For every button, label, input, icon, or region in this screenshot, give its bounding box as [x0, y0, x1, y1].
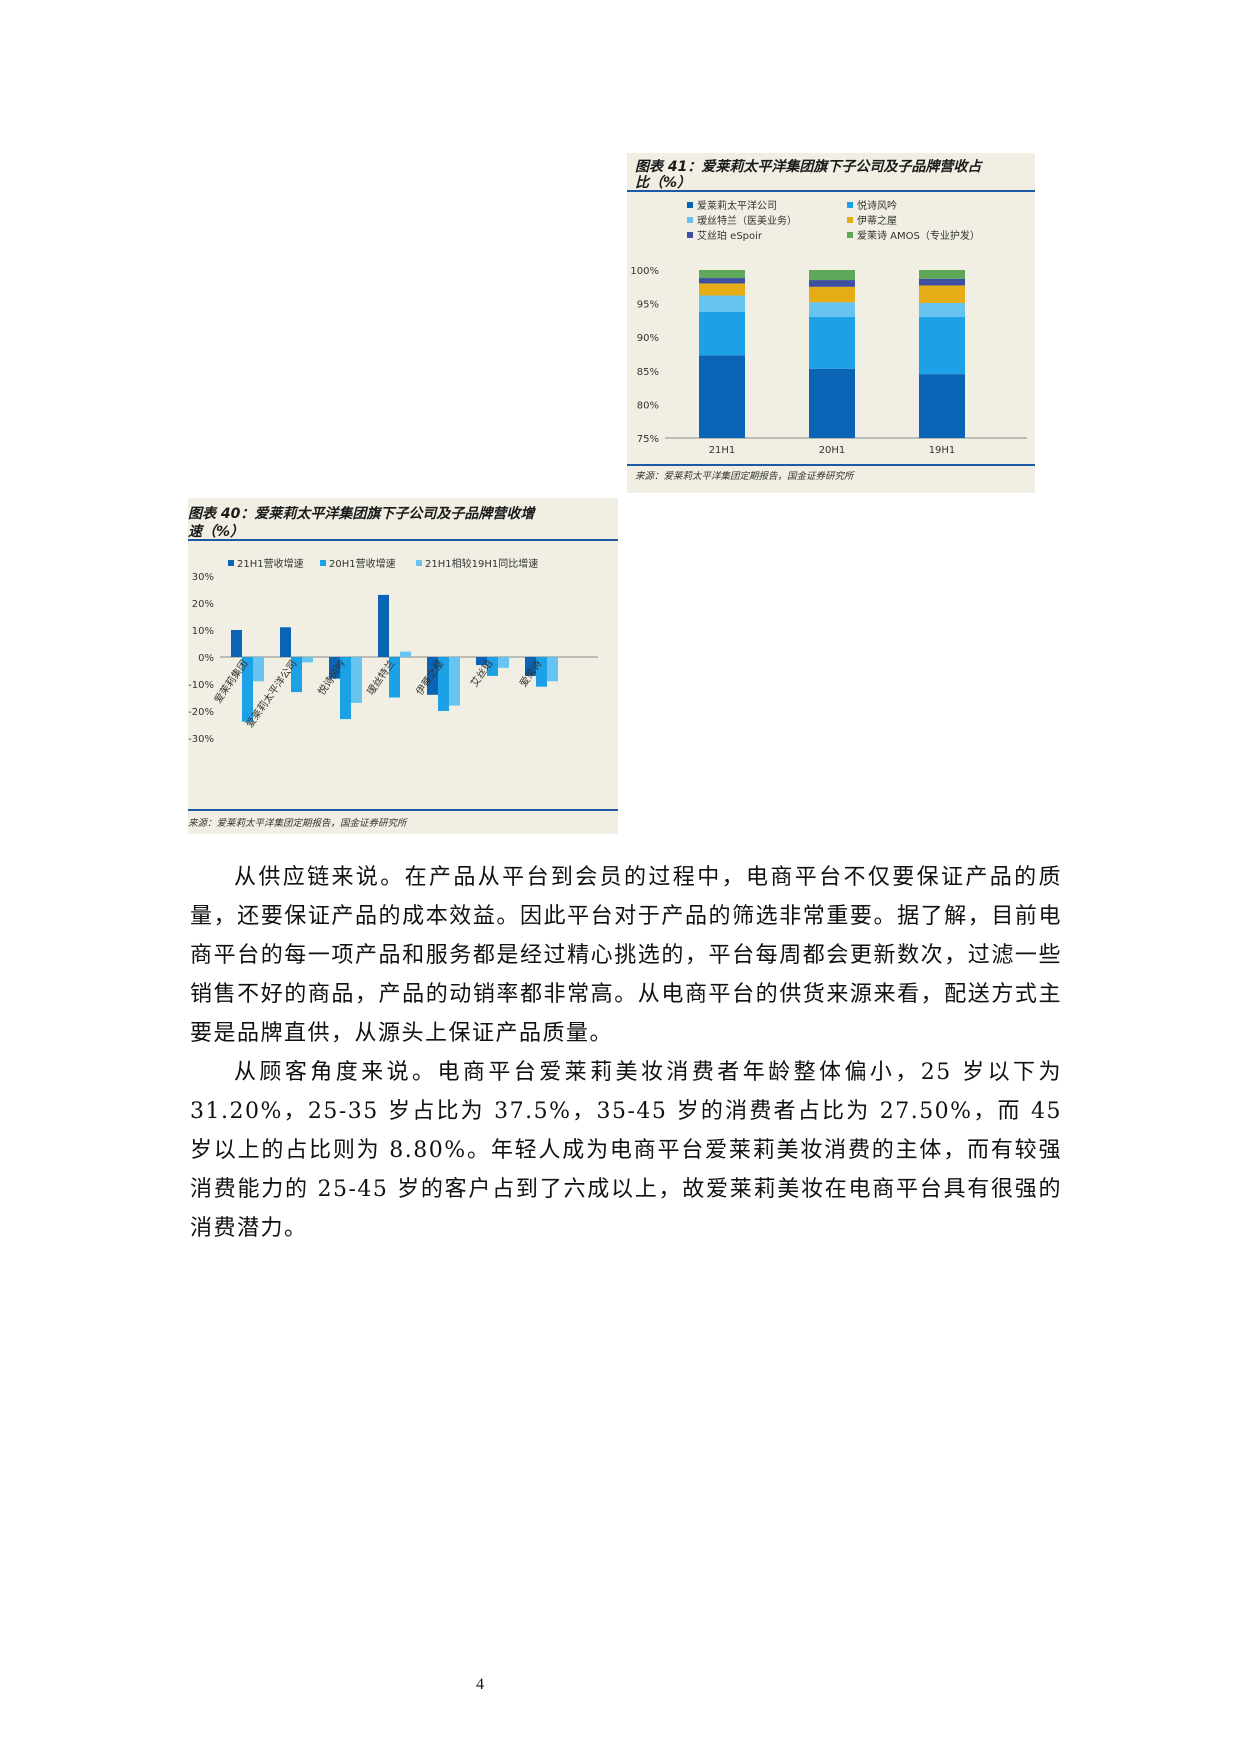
bar-segment: [919, 374, 965, 438]
bar: [476, 657, 487, 666]
y-tick-label: 90%: [637, 333, 659, 344]
legend-label: 瑷丝特兰（医美业务）: [697, 214, 797, 227]
bar: [449, 657, 460, 706]
bar-segment: [699, 278, 745, 284]
y-tick-label: -30%: [188, 734, 214, 745]
bar: [253, 657, 264, 682]
bar-segment: [699, 295, 745, 312]
x-tick-label: 20H1: [819, 445, 846, 456]
y-tick-label: 20%: [192, 599, 214, 610]
bar-segment: [809, 302, 855, 318]
bar-segment: [699, 355, 745, 438]
legend-swatch: [320, 560, 326, 566]
y-tick-label: 85%: [637, 367, 659, 378]
y-tick-label: 80%: [637, 400, 659, 411]
chart-title-line-1: 图表 41：爱莱莉太平洋集团旗下子公司及子品牌营收占: [635, 158, 983, 175]
bar-segment: [919, 270, 965, 279]
brand-revenue-share-chart: 图表 41：爱莱莉太平洋集团旗下子公司及子品牌营收占 比（%） 爱莱莉太平洋公司 悦诗…: [627, 153, 1035, 493]
bar: [525, 657, 536, 676]
y-tick-label: 0%: [198, 653, 214, 664]
bar-segment: [919, 302, 965, 318]
bar: [536, 657, 547, 687]
chart-title-line-2: 比（%）: [635, 174, 691, 191]
bar: [351, 657, 362, 703]
paragraph-supply-chain: 从供应链来说。在产品从平台到会员的过程中，电商平台不仅要保证产品的质量，还要保证…: [190, 865, 1062, 1046]
legend-swatch: [228, 560, 234, 566]
legend-label: 爱茉诗 AMOS（专业护发）: [857, 229, 980, 242]
bar-segment: [809, 270, 855, 281]
y-tick-label: 100%: [630, 266, 659, 277]
chart-source: 来源：爱莱莉太平洋集团定期报告，国金证券研究所: [635, 470, 855, 482]
legend-swatch: [847, 232, 853, 238]
bar: [378, 594, 389, 657]
brand-revenue-growth-chart: 图表 40：爱莱莉太平洋集团旗下子公司及子品牌营收增 速（%） 21H1营收增速 20…: [188, 498, 618, 834]
bar-segment: [919, 317, 965, 375]
legend-swatch: [847, 217, 853, 223]
bar: [231, 630, 242, 657]
bar-segment: [809, 286, 855, 303]
legend-swatch: [687, 217, 693, 223]
legend-label: 爱莱莉太平洋公司: [697, 199, 777, 212]
chart-title-line-1: 图表 40：爱莱莉太平洋集团旗下子公司及子品牌营收增: [188, 505, 536, 522]
page-number: 4: [476, 1676, 484, 1693]
bar: [547, 657, 558, 682]
y-tick-label: 10%: [192, 626, 214, 637]
bar: [302, 657, 313, 663]
bar-segment: [919, 278, 965, 286]
legend-swatch: [687, 232, 693, 238]
body-text: 从供应链来说。在产品从平台到会员的过程中，电商平台不仅要保证产品的质量，还要保证…: [190, 858, 1062, 1248]
bar: [291, 657, 302, 693]
bar: [487, 657, 498, 676]
bar: [389, 657, 400, 698]
chart-source: 来源：爱莱莉太平洋集团定期报告，国金证券研究所: [188, 817, 408, 829]
x-tick-label: 21H1: [709, 445, 736, 456]
legend-label: 20H1营收增速: [329, 557, 396, 570]
legend-label: 21H1营收增速: [237, 557, 304, 570]
legend-label: 伊蒂之屋: [857, 214, 897, 227]
bar: [438, 657, 449, 711]
y-tick-label: 95%: [637, 300, 659, 311]
bar: [280, 627, 291, 657]
legend-label: 21H1相较19H1同比增速: [425, 557, 538, 570]
chart-title-line-2: 速（%）: [188, 523, 244, 540]
bar-segment: [809, 317, 855, 369]
bar: [340, 657, 351, 720]
bar-segment: [919, 285, 965, 303]
bar: [498, 657, 509, 668]
legend-label: 悦诗风吟: [857, 199, 897, 212]
bar: [329, 657, 340, 679]
bar-segment: [809, 368, 855, 438]
paragraph-customer: 从顾客角度来说。电商平台爱莱莉美妆消费者年龄整体偏小，25 岁以下为 31.20…: [190, 1060, 1062, 1241]
bar: [400, 651, 411, 657]
bar-segment: [699, 283, 745, 296]
legend-swatch: [847, 202, 853, 208]
legend-swatch: [416, 560, 422, 566]
y-tick-label: -10%: [188, 680, 214, 691]
bar-segment: [809, 280, 855, 287]
y-tick-label: 75%: [637, 434, 659, 445]
bar: [427, 657, 438, 695]
legend-swatch: [687, 202, 693, 208]
x-tick-label: 19H1: [929, 445, 956, 456]
legend-label: 艾丝珀 eSpoir: [697, 229, 763, 242]
y-tick-label: 30%: [192, 572, 214, 583]
bar: [242, 657, 253, 722]
y-tick-label: -20%: [188, 707, 214, 718]
bar-segment: [699, 311, 745, 356]
bar-segment: [699, 270, 745, 279]
